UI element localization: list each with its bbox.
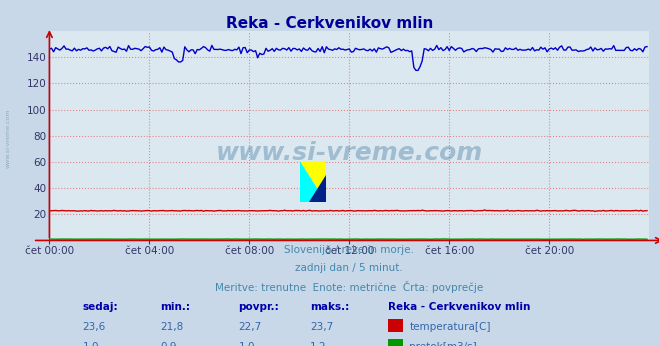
Bar	[388, 339, 403, 346]
Text: Meritve: trenutne  Enote: metrične  Črta: povprečje: Meritve: trenutne Enote: metrične Črta: …	[215, 281, 484, 293]
Text: Slovenija / reke in morje.: Slovenija / reke in morje.	[284, 245, 415, 255]
Text: www.si-vreme.com: www.si-vreme.com	[215, 140, 483, 165]
Text: 23,6: 23,6	[82, 322, 105, 331]
Text: povpr.:: povpr.:	[239, 302, 279, 312]
Polygon shape	[300, 161, 326, 202]
Text: 1,0: 1,0	[239, 342, 255, 346]
Polygon shape	[300, 161, 326, 202]
Text: 22,7: 22,7	[239, 322, 262, 331]
Text: Reka - Cerkvenikov mlin: Reka - Cerkvenikov mlin	[388, 302, 530, 312]
Text: min.:: min.:	[160, 302, 190, 312]
Polygon shape	[309, 175, 326, 202]
Text: pretok[m3/s]: pretok[m3/s]	[409, 342, 477, 346]
Text: 0,9: 0,9	[160, 342, 177, 346]
Text: zadnji dan / 5 minut.: zadnji dan / 5 minut.	[295, 263, 403, 273]
Text: www.si-vreme.com: www.si-vreme.com	[5, 109, 11, 168]
Text: temperatura[C]: temperatura[C]	[409, 322, 491, 331]
Text: Reka - Cerkvenikov mlin: Reka - Cerkvenikov mlin	[226, 16, 433, 30]
Text: 1,2: 1,2	[310, 342, 327, 346]
Text: maks.:: maks.:	[310, 302, 349, 312]
Text: sedaj:: sedaj:	[82, 302, 118, 312]
Text: 21,8: 21,8	[160, 322, 184, 331]
Text: 23,7: 23,7	[310, 322, 333, 331]
Text: 1,0: 1,0	[82, 342, 99, 346]
Bar	[388, 319, 403, 332]
